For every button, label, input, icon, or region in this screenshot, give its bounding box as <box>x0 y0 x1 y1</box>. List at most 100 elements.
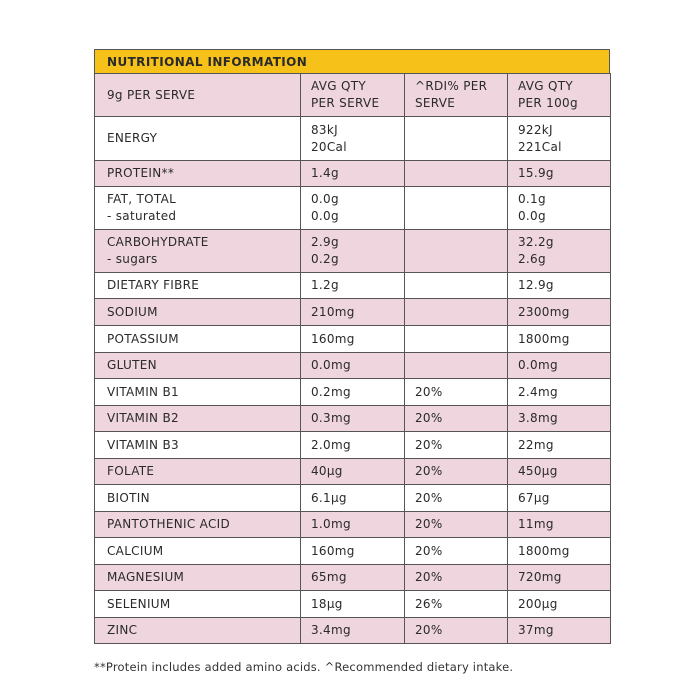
header-avg-per-100g-line: PER 100g <box>518 96 578 110</box>
table-row: ENERGY 83kJ 20Cal 922kJ 221Cal <box>94 116 611 161</box>
nutrient-label: ZINC <box>94 617 301 644</box>
per-100g-value: 200µg <box>507 590 611 618</box>
nutrient-label-line: POTASSIUM <box>107 331 179 346</box>
per-serve-value-line: 1.0mg <box>311 517 351 531</box>
per-serve-value: 2.0mg <box>300 431 405 459</box>
rdi-value: 20% <box>404 617 508 644</box>
rdi-value <box>404 186 508 230</box>
per-serve-value-line: 0.0g <box>311 209 339 223</box>
per-100g-value-line: 1800mg <box>518 543 570 558</box>
per-100g-value: 22mg <box>507 431 611 459</box>
nutrient-label: BIOTIN <box>94 484 301 512</box>
header-rdi: ^RDI% PER SERVE <box>404 73 508 117</box>
nutrient-label-line: VITAMIN B2 <box>107 411 179 425</box>
per-serve-value-line: 6.1µg <box>311 490 347 505</box>
rdi-value-line: 20% <box>415 411 443 425</box>
per-100g-value: 450µg <box>507 458 611 485</box>
per-100g-value: 11mg <box>507 511 611 538</box>
per-serve-value: 1.0mg <box>300 511 405 538</box>
per-100g-value: 2300mg <box>507 298 611 326</box>
per-100g-value-line: 37mg <box>518 623 554 637</box>
nutrient-label-line: ZINC <box>107 623 138 637</box>
nutrient-label-line: - sugars <box>107 252 158 266</box>
nutrient-label-line: SELENIUM <box>107 596 171 611</box>
per-100g-value-line: 2.4mg <box>518 384 558 399</box>
nutrient-label-line: CALCIUM <box>107 543 164 558</box>
per-100g-value: 0.1g 0.0g <box>507 186 611 230</box>
per-100g-value-line: 11mg <box>518 517 554 531</box>
nutrient-label-line: SODIUM <box>107 304 158 319</box>
nutrient-label: VITAMIN B1 <box>94 378 301 406</box>
table-row: PROTEIN** 1.4g 15.9g <box>94 160 611 187</box>
per-serve-value-line: 160mg <box>311 331 355 346</box>
nutrient-label: ENERGY <box>94 116 301 161</box>
nutrient-label-line: FOLATE <box>107 464 155 478</box>
nutrient-label: POTASSIUM <box>94 325 301 353</box>
header-avg-per-100g-line: AVG QTY <box>518 79 573 93</box>
nutrient-label: SELENIUM <box>94 590 301 618</box>
per-serve-value-line: 1.2g <box>311 278 339 292</box>
per-serve-value: 0.3mg <box>300 405 405 432</box>
per-serve-value-line: 0.0g <box>311 192 339 206</box>
nutrient-label-line: DIETARY FIBRE <box>107 278 200 292</box>
rdi-value: 20% <box>404 511 508 538</box>
nutrient-label: PROTEIN** <box>94 160 301 187</box>
per-serve-value-line: 0.2mg <box>311 384 351 399</box>
nutrient-label-line: GLUTEN <box>107 358 157 372</box>
nutrient-label: SODIUM <box>94 298 301 326</box>
per-100g-value-line: 200µg <box>518 596 558 611</box>
header-rdi-line: ^RDI% PER <box>415 79 488 93</box>
per-serve-value: 6.1µg <box>300 484 405 512</box>
table-row: PANTOTHENIC ACID 1.0mg 20% 11mg <box>94 511 611 538</box>
rdi-value: 20% <box>404 537 508 565</box>
rdi-value <box>404 160 508 187</box>
header-serving-size-line: 9g PER SERVE <box>107 87 196 102</box>
table-row: VITAMIN B2 0.3mg 20% 3.8mg <box>94 405 611 432</box>
nutrient-label: VITAMIN B2 <box>94 405 301 432</box>
per-100g-value-line: 922kJ <box>518 122 553 137</box>
per-100g-value: 2.4mg <box>507 378 611 406</box>
table-row: BIOTIN 6.1µg 20% 67µg <box>94 484 611 512</box>
nutrient-label-line: PANTOTHENIC ACID <box>107 517 231 531</box>
header-row: 9g PER SERVE AVG QTY PER SERVE ^RDI% PER SER… <box>94 73 611 117</box>
rdi-value-line: 20% <box>415 464 443 478</box>
per-serve-value: 160mg <box>300 325 405 353</box>
rdi-value-line: 20% <box>415 490 443 505</box>
rdi-value-line: 26% <box>415 596 443 611</box>
nutrient-label-line: ENERGY <box>107 131 158 145</box>
nutrient-label-line: VITAMIN B3 <box>107 437 179 452</box>
table-row: MAGNESIUM 65mg 20% 720mg <box>94 564 611 591</box>
per-serve-value: 210mg <box>300 298 405 326</box>
per-100g-value-line: 1800mg <box>518 331 570 346</box>
nutrient-label-line: MAGNESIUM <box>107 570 185 584</box>
per-100g-value-line: 0.0mg <box>518 358 558 372</box>
rdi-value: 20% <box>404 458 508 485</box>
rdi-value <box>404 352 508 379</box>
per-100g-value-line: 22mg <box>518 437 554 452</box>
per-serve-value: 18µg <box>300 590 405 618</box>
per-100g-value-line: 67µg <box>518 490 550 505</box>
per-serve-value: 65mg <box>300 564 405 591</box>
per-100g-value: 12.9g <box>507 272 611 299</box>
nutrient-label: MAGNESIUM <box>94 564 301 591</box>
rdi-value <box>404 116 508 161</box>
table-row: SODIUM 210mg 2300mg <box>94 298 611 326</box>
per-serve-value-line: 3.4mg <box>311 623 351 637</box>
per-serve-value-line: 20Cal <box>311 139 347 154</box>
nutrient-label: FAT, TOTAL - saturated <box>94 186 301 230</box>
rdi-value-line: 20% <box>415 517 443 531</box>
per-serve-value-line: 160mg <box>311 543 355 558</box>
nutrient-label: DIETARY FIBRE <box>94 272 301 299</box>
table-row: SELENIUM 18µg 26% 200µg <box>94 590 611 618</box>
rdi-value-line: 20% <box>415 437 443 452</box>
per-serve-value: 83kJ 20Cal <box>300 116 405 161</box>
per-serve-value: 160mg <box>300 537 405 565</box>
header-avg-per-serve: AVG QTY PER SERVE <box>300 73 405 117</box>
header-avg-per-100g: AVG QTY PER 100g <box>507 73 611 117</box>
per-serve-value-line: 18µg <box>311 596 343 611</box>
per-100g-value-line: 15.9g <box>518 166 554 180</box>
table-row: FAT, TOTAL - saturated 0.0g 0.0g 0.1g 0.0g <box>94 186 611 230</box>
per-100g-value: 0.0mg <box>507 352 611 379</box>
nutrient-label: GLUTEN <box>94 352 301 379</box>
per-serve-value-line: 40µg <box>311 464 343 478</box>
